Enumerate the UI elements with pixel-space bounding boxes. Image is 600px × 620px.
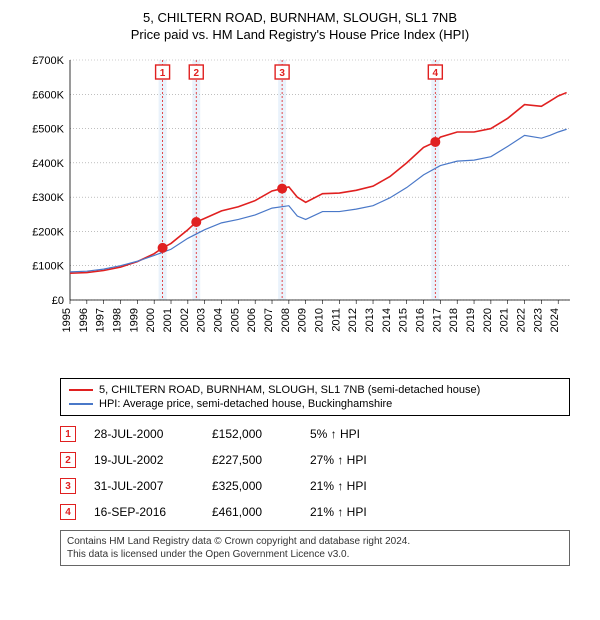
x-tick-label: 1996 — [78, 308, 90, 332]
x-tick-label: 1999 — [128, 308, 140, 332]
x-tick-label: 2007 — [263, 308, 275, 332]
event-delta: 27% ↑ HPI — [310, 453, 400, 467]
x-tick-label: 2004 — [213, 308, 225, 332]
y-tick-label: £300K — [32, 192, 64, 204]
event-dot — [430, 137, 440, 147]
x-tick-label: 2014 — [381, 308, 393, 332]
event-date: 28-JUL-2000 — [94, 427, 194, 441]
event-marker-box: 2 — [60, 452, 76, 468]
event-delta: 5% ↑ HPI — [310, 427, 400, 441]
x-tick-label: 2022 — [516, 308, 528, 332]
event-marker-box: 4 — [60, 504, 76, 520]
x-tick-label: 1995 — [61, 308, 73, 332]
event-number-label: 2 — [193, 68, 199, 79]
x-tick-label: 2017 — [431, 308, 443, 332]
x-tick-label: 2003 — [196, 308, 208, 332]
x-tick-label: 2002 — [179, 308, 191, 332]
chart-title-sub: Price paid vs. HM Land Registry's House … — [10, 27, 590, 42]
y-tick-label: £600K — [32, 89, 64, 101]
event-marker-box: 3 — [60, 478, 76, 494]
chart-container: £0 £100K £200K £300K £400K £500K £600K £700K 199… — [20, 50, 580, 370]
event-number-label: 1 — [160, 68, 166, 79]
event-row: 4 16-SEP-2016 £461,000 21% ↑ HPI — [60, 504, 570, 520]
chart-title-block: 5, CHILTERN ROAD, BURNHAM, SLOUGH, SL1 7… — [10, 10, 590, 42]
event-delta: 21% ↑ HPI — [310, 505, 400, 519]
x-tick-label: 2023 — [532, 308, 544, 332]
x-tick-label: 2016 — [415, 308, 427, 332]
event-number-label: 3 — [279, 68, 285, 79]
x-tick-label: 2011 — [330, 308, 342, 332]
legend-swatch — [69, 389, 93, 391]
event-price: £461,000 — [212, 505, 292, 519]
event-price: £325,000 — [212, 479, 292, 493]
x-tick-label: 2020 — [482, 308, 494, 332]
x-tick-label: 2019 — [465, 308, 477, 332]
event-number-label: 4 — [433, 68, 439, 79]
event-date: 31-JUL-2007 — [94, 479, 194, 493]
y-tick-label: £100K — [32, 261, 64, 273]
footnote-line2: This data is licensed under the Open Gov… — [67, 548, 563, 561]
event-delta: 21% ↑ HPI — [310, 479, 400, 493]
x-tick-label: 2008 — [280, 308, 292, 332]
chart-title-main: 5, CHILTERN ROAD, BURNHAM, SLOUGH, SL1 7… — [10, 10, 590, 25]
x-tick-label: 2000 — [145, 308, 157, 332]
x-tick-label: 1998 — [112, 308, 124, 332]
x-tick-label: 2005 — [229, 308, 241, 332]
event-dot — [277, 184, 287, 194]
event-marker-box: 1 — [60, 426, 76, 442]
footnote: Contains HM Land Registry data © Crown c… — [60, 530, 570, 566]
event-date: 19-JUL-2002 — [94, 453, 194, 467]
series-hpi — [70, 129, 567, 272]
x-tick-label: 2015 — [398, 308, 410, 332]
event-row: 3 31-JUL-2007 £325,000 21% ↑ HPI — [60, 478, 570, 494]
event-date: 16-SEP-2016 — [94, 505, 194, 519]
event-row: 2 19-JUL-2002 £227,500 27% ↑ HPI — [60, 452, 570, 468]
price-chart: £0 £100K £200K £300K £400K £500K £600K £700K 199… — [20, 50, 580, 370]
x-tick-label: 2018 — [448, 308, 460, 332]
event-dot — [158, 243, 168, 253]
y-tick-label: £500K — [32, 124, 64, 136]
y-tick-label: £200K — [32, 226, 64, 238]
x-tick-label: 2001 — [162, 308, 174, 332]
legend-label: 5, CHILTERN ROAD, BURNHAM, SLOUGH, SL1 7… — [99, 384, 480, 396]
x-tick-label: 1997 — [95, 308, 107, 332]
x-tick-label: 2006 — [246, 308, 258, 332]
x-tick-label: 2009 — [297, 308, 309, 332]
legend-row: 5, CHILTERN ROAD, BURNHAM, SLOUGH, SL1 7… — [69, 383, 561, 397]
legend-label: HPI: Average price, semi-detached house,… — [99, 398, 392, 410]
y-tick-label: £0 — [52, 295, 64, 307]
x-tick-label: 2010 — [314, 308, 326, 332]
x-tick-label: 2024 — [549, 308, 561, 332]
events-table: 1 28-JUL-2000 £152,000 5% ↑ HPI 2 19-JUL-2002… — [60, 426, 570, 520]
x-tick-label: 2013 — [364, 308, 376, 332]
y-tick-label: £400K — [32, 158, 64, 170]
legend-row: HPI: Average price, semi-detached house,… — [69, 397, 561, 411]
event-row: 1 28-JUL-2000 £152,000 5% ↑ HPI — [60, 426, 570, 442]
footnote-line1: Contains HM Land Registry data © Crown c… — [67, 535, 563, 548]
event-price: £152,000 — [212, 427, 292, 441]
y-tick-label: £700K — [32, 55, 64, 67]
x-tick-label: 2021 — [499, 308, 511, 332]
event-dot — [191, 217, 201, 227]
x-tick-label: 2012 — [347, 308, 359, 332]
legend: 5, CHILTERN ROAD, BURNHAM, SLOUGH, SL1 7… — [60, 378, 570, 416]
event-price: £227,500 — [212, 453, 292, 467]
series-property — [70, 93, 567, 274]
legend-swatch — [69, 403, 93, 405]
